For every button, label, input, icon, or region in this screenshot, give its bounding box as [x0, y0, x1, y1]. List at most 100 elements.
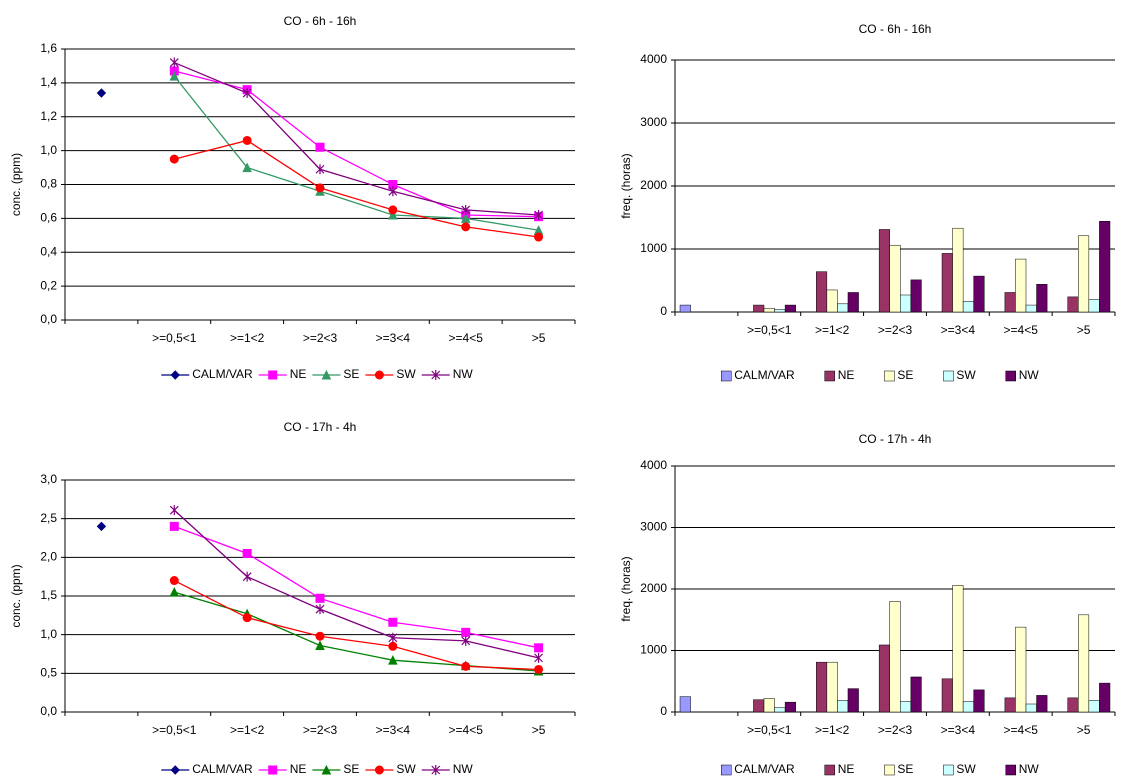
marker [388, 186, 398, 197]
chart-title: CO - 17h - 4h [859, 432, 932, 446]
bar [910, 676, 922, 713]
legend-label: NW [1019, 368, 1040, 382]
legend-label: SE [897, 762, 913, 776]
series-line [174, 70, 539, 218]
y-tick-label: 1,4 [40, 75, 57, 89]
marker [388, 209, 398, 220]
marker [461, 222, 471, 232]
y-tick-label: 1,0 [40, 143, 57, 157]
marker [461, 661, 471, 671]
y-axis-label: freq. (horas) [619, 556, 633, 621]
bar [900, 294, 912, 313]
marker [534, 664, 544, 674]
marker [242, 571, 252, 582]
y-axis-label: freq. (horas) [619, 153, 633, 218]
marker [315, 164, 325, 175]
y-tick-label: 1,6 [40, 41, 57, 55]
legend-label: SW [956, 762, 976, 776]
chart-title: CO - 6h - 16h [284, 14, 357, 28]
legend-swatch [824, 370, 835, 382]
y-tick-label: 1,0 [40, 627, 57, 641]
marker [242, 88, 252, 99]
series-line [174, 591, 539, 672]
marker [242, 135, 252, 145]
x-tick-label: >5 [1077, 723, 1091, 737]
bar [753, 699, 765, 713]
bar-chart: CO - 17h - 4h freq. (horas) 0 1000 2000 3000 4… [619, 432, 1116, 776]
y-tick-label: 2,0 [40, 550, 57, 564]
x-tick-label: >=2<3 [303, 723, 338, 737]
x-tick-label: >=2<3 [878, 723, 913, 737]
marker [388, 617, 398, 627]
y-tick-label: 0,4 [40, 244, 57, 258]
x-tick-label: >=0,5<1 [747, 723, 792, 737]
legend-swatch [943, 370, 954, 382]
x-tick-label: >=3<4 [376, 331, 411, 345]
bar [1099, 682, 1111, 713]
bar [784, 701, 796, 713]
marker [268, 765, 278, 775]
bar [826, 289, 838, 313]
x-tick-label: >=3<4 [376, 723, 411, 737]
bar [774, 309, 786, 313]
marker [169, 521, 179, 531]
y-tick-label: 0,5 [40, 666, 57, 680]
series-line [173, 75, 539, 231]
marker [374, 765, 384, 775]
bar [1015, 626, 1027, 713]
bar [763, 698, 775, 713]
marker [534, 643, 544, 653]
y-tick-label: 4000 [640, 52, 667, 66]
bar [973, 275, 985, 313]
marker [461, 635, 471, 646]
marker [169, 505, 179, 516]
legend-swatch [884, 370, 895, 382]
y-tick-label: 0,0 [40, 312, 57, 326]
y-tick-label: 2,5 [40, 511, 57, 525]
bar [952, 227, 964, 313]
legend-label: NW [1019, 762, 1040, 776]
marker [169, 70, 180, 81]
bar [889, 601, 901, 713]
bar [1078, 235, 1090, 313]
y-tick-label: 1000 [640, 643, 667, 657]
chart-title: CO - 6h - 16h [859, 22, 932, 36]
marker [461, 204, 471, 215]
marker [169, 57, 179, 68]
line-chart: CO - 17h - 4h conc. (ppm) 0,0 0,5 1,0 1,5 2,0 2… [9, 420, 576, 776]
bar [816, 271, 828, 313]
bar [763, 307, 775, 313]
marker [315, 593, 325, 603]
legend-label: SW [956, 368, 976, 382]
legend-label: NE [290, 762, 307, 776]
x-tick-label: >=3<4 [941, 723, 976, 737]
y-tick-label: 2000 [640, 178, 667, 192]
bar [941, 253, 953, 313]
series-line [174, 61, 539, 216]
y-tick-label: 0,8 [40, 177, 57, 191]
legend-swatch [943, 764, 954, 776]
bar [1025, 304, 1037, 313]
x-tick-label: >=0,5<1 [152, 723, 197, 737]
y-tick-label: 1000 [640, 241, 667, 255]
x-tick-label: >=0,5<1 [152, 331, 197, 345]
bar [878, 229, 890, 313]
bar [1004, 697, 1016, 713]
x-tick-label: >=4<5 [1004, 323, 1039, 337]
bar [889, 244, 901, 313]
bar [847, 688, 859, 713]
bar [1025, 703, 1037, 713]
y-tick-label: 4000 [640, 458, 667, 472]
legend-label: SE [897, 368, 913, 382]
bar [952, 585, 964, 713]
bar [837, 700, 849, 713]
x-tick-label: >=2<3 [303, 331, 338, 345]
marker [242, 162, 252, 173]
bar-chart: CO - 6h - 16h freq. (horas) 0 1000 2000 3000 4… [619, 22, 1116, 382]
bar [1078, 614, 1090, 713]
marker [169, 576, 179, 586]
marker [169, 154, 179, 164]
legend-swatch [721, 370, 732, 382]
marker [242, 548, 252, 558]
